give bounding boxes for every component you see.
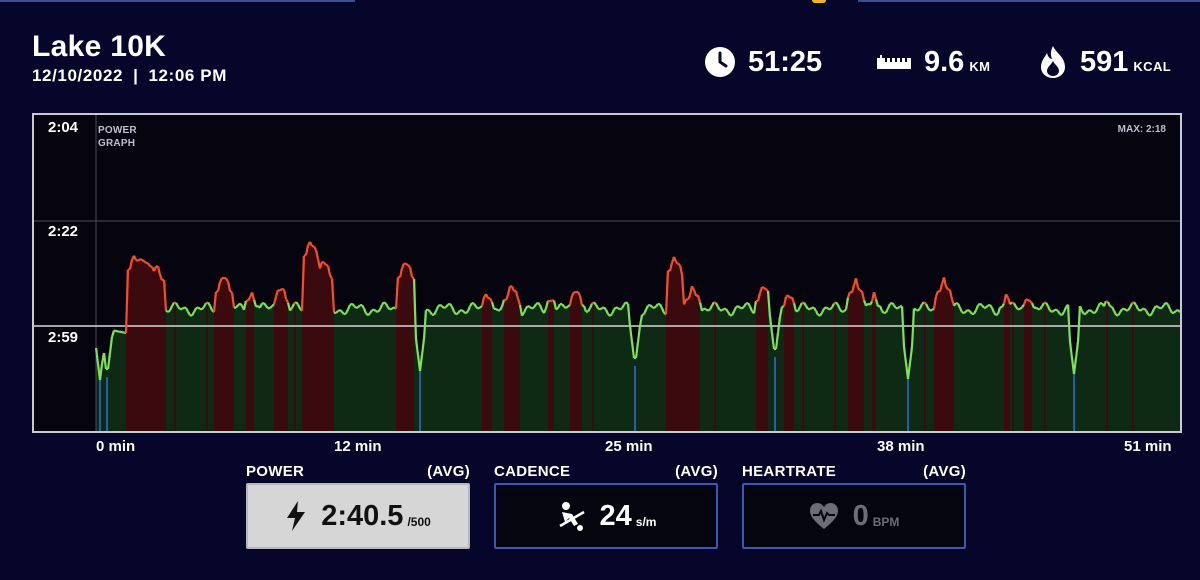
power-avg-label: (AVG) <box>427 463 470 480</box>
workout-datetime: 12/10/2022 | 12:06 PM <box>32 66 227 86</box>
cadence-unit: s/m <box>635 515 657 529</box>
power-label: POWER <box>246 463 305 480</box>
lightning-icon <box>287 501 306 531</box>
workout-time: 12:06 PM <box>148 66 227 85</box>
ruler-icon <box>877 55 911 69</box>
datetime-separator: | <box>133 66 139 85</box>
duration-stat: 51:25 <box>704 40 822 84</box>
graph-title: POWER GRAPH <box>98 125 137 149</box>
calories-value: 591 <box>1080 45 1129 78</box>
calories-stat: 591 KCAL <box>1038 40 1171 84</box>
heartrate-metric-button[interactable]: 0 BPM <box>742 483 966 549</box>
power-value: 2:40.5 <box>321 499 404 532</box>
duration-value: 51:25 <box>748 45 823 78</box>
cadence-metric-button[interactable]: 24 s/m <box>494 483 718 549</box>
power-graph-plot <box>34 115 1180 431</box>
distance-stat: 9.6 KM <box>876 40 990 84</box>
heart-icon <box>809 503 838 529</box>
cadence-label: CADENCE <box>494 463 571 480</box>
x-tick-label: 38 min <box>877 438 925 455</box>
calories-unit: KCAL <box>1133 58 1172 74</box>
cadence-metric-header: CADENCE (AVG) <box>494 463 718 480</box>
y-tick-label: 2:22 <box>48 223 79 240</box>
workout-title: Lake 10K <box>32 30 167 63</box>
x-tick-label: 51 min <box>1124 438 1172 455</box>
heartrate-value: 0 <box>852 499 869 532</box>
x-tick-label: 25 min <box>605 438 653 455</box>
workout-date: 12/10/2022 <box>32 66 124 85</box>
cadence-value: 24 <box>599 499 632 532</box>
x-tick-label: 0 min <box>96 438 136 455</box>
distance-unit: KM <box>969 58 991 74</box>
power-fill-layer <box>96 241 1180 431</box>
top-border <box>0 0 1200 3</box>
heartrate-metric-header: HEARTRATE (AVG) <box>742 463 966 480</box>
heartrate-avg-label: (AVG) <box>923 463 966 480</box>
y-tick-label: 2:59 <box>48 329 79 346</box>
power-graph: 2:04 2:22 2:59 POWER GRAPH MAX: 2:18 <box>32 113 1182 433</box>
power-metric-button[interactable]: 2:40.5 /500 <box>246 483 470 549</box>
power-metric-header: POWER (AVG) <box>246 463 470 480</box>
graph-max-label: MAX: 2:18 <box>1117 124 1166 135</box>
cadence-avg-label: (AVG) <box>675 463 718 480</box>
y-tick-label: 2:04 <box>48 119 79 136</box>
rowing-icon <box>558 502 585 531</box>
distance-value: 9.6 <box>924 45 965 78</box>
x-tick-label: 12 min <box>334 438 382 455</box>
scroll-indicator <box>812 0 826 3</box>
clock-icon <box>705 47 735 77</box>
flame-icon <box>1041 46 1065 78</box>
heartrate-unit: BPM <box>872 515 900 529</box>
power-unit: /500 <box>407 515 431 529</box>
power-line-layer <box>94 241 1180 431</box>
heartrate-label: HEARTRATE <box>742 463 837 480</box>
